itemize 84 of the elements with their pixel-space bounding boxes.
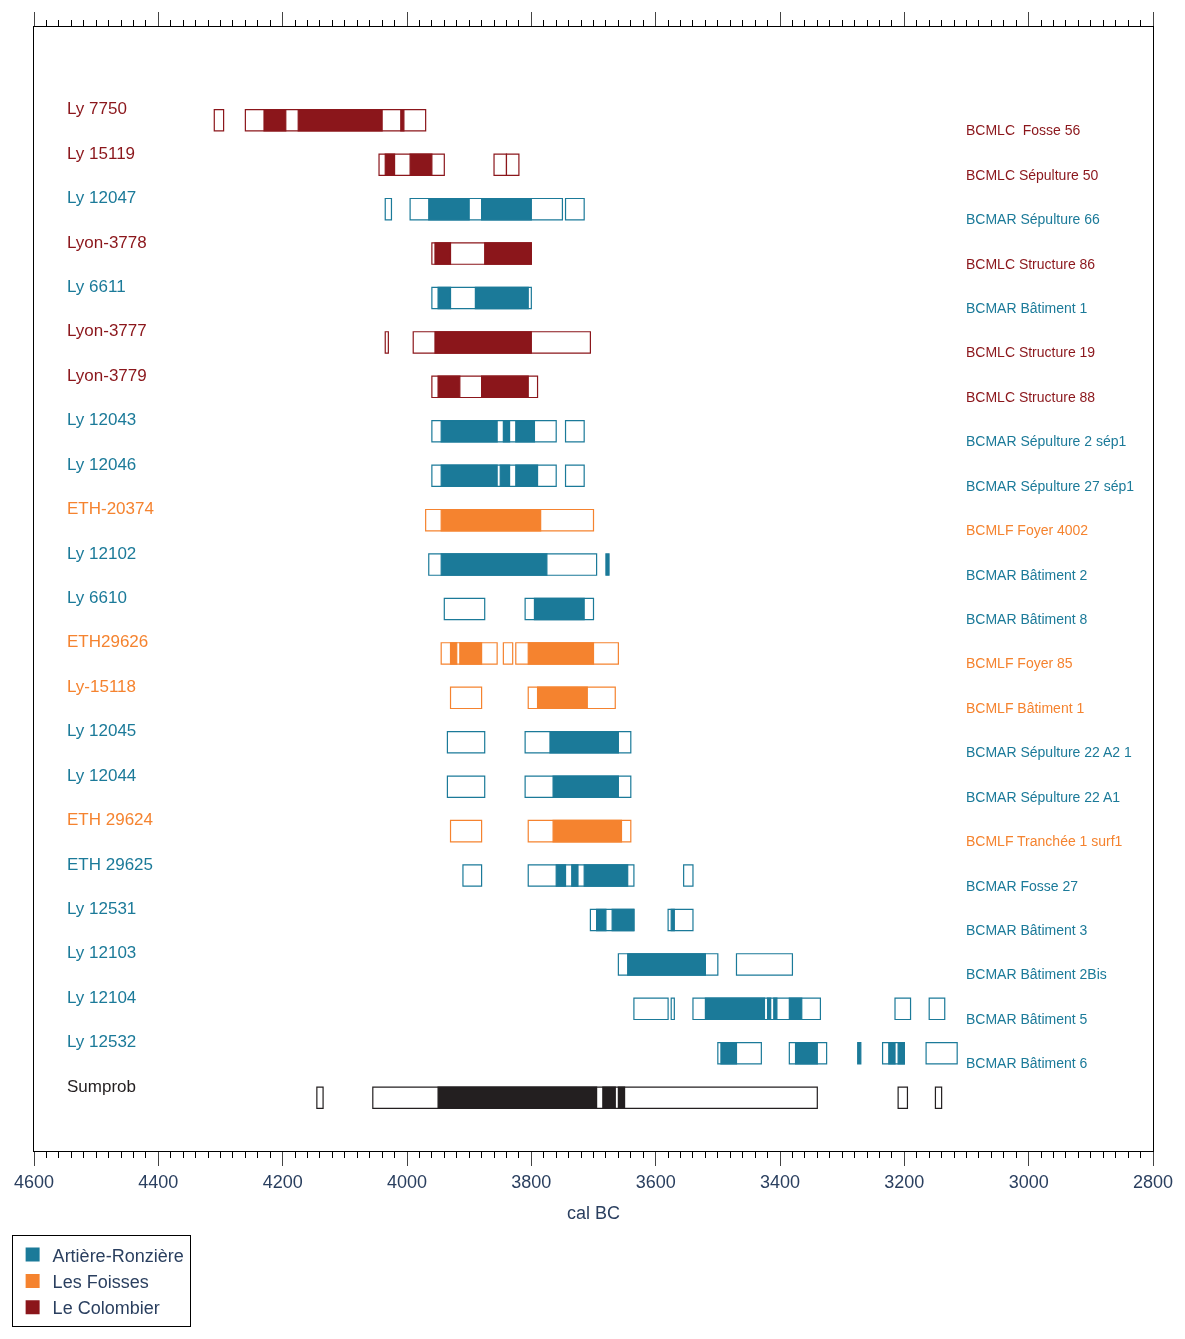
bar	[316, 1086, 324, 1109]
y-tick-label: Ly 6610	[67, 588, 127, 607]
x-tick-label: 4600	[13, 1171, 55, 1192]
bar	[446, 775, 486, 798]
y-tick-label: Ly 6611	[67, 277, 126, 296]
y-tick-label: Ly 12531	[67, 899, 137, 918]
y-tick-label: Ly 12044	[67, 766, 137, 785]
bar	[633, 997, 669, 1021]
y-tick-label: Ly 12045	[67, 721, 137, 740]
y-tick-label: Ly 12102	[67, 544, 137, 563]
y2-tick-label: BCMLC Structure 86	[966, 256, 1096, 272]
y2-tick-label: BCMLF Bâtiment 1	[966, 700, 1085, 716]
y2-tick-label: BCMAR Bâtiment 6	[966, 1055, 1088, 1071]
y2-tick-label: BCMLC Structure 88	[966, 389, 1096, 405]
y-tick-label: ETH-20374	[67, 499, 154, 518]
y2-tick-label: BCMAR Bâtiment 2Bis	[966, 966, 1107, 982]
y-tick-label: Sumprob	[67, 1077, 136, 1096]
bar	[564, 420, 585, 443]
bar	[384, 197, 393, 221]
y-tick-label: Ly 12103	[67, 943, 137, 962]
bar	[857, 1042, 862, 1065]
y-tick-label: Lyon-3777	[67, 321, 147, 340]
x-tick-label: 3000	[1008, 1171, 1049, 1192]
x-tick-label: 3600	[635, 1171, 676, 1192]
y2-tick-label: BCMAR Bâtiment 8	[966, 611, 1088, 627]
y-tick-label: Ly 12532	[67, 1032, 137, 1051]
y2-tick-label: BCMAR Bâtiment 1	[966, 300, 1088, 316]
x-tick-label: 3800	[511, 1171, 552, 1192]
x-tick-label: 2800	[1132, 1171, 1174, 1192]
legend-label: Les Foisses	[52, 1271, 149, 1292]
y-tick-label: Ly-15118	[67, 677, 136, 696]
bar	[735, 953, 794, 976]
y2-tick-label: BCMAR Bâtiment 2	[966, 567, 1088, 583]
y-tick-label: Ly 12047	[67, 188, 137, 207]
y2-tick-label: BCMLF Foyer 4002	[966, 522, 1089, 538]
y2-tick-label: BCMAR Sépulture 2 sép1	[966, 433, 1127, 449]
y2-tick-label: BCMLC Structure 19	[966, 344, 1096, 360]
x-axis-title: cal BC	[566, 1202, 621, 1223]
y2-tick-label: BCMAR Sépulture 22 A2 1	[966, 744, 1132, 760]
y-tick-label: Lyon-3778	[67, 233, 147, 252]
y2-tick-label: BCMAR Sépulture 66	[966, 211, 1101, 227]
y2-tick-label: BCMLC Sépulture 50	[966, 167, 1099, 183]
legend-label: Artière-Ronzière	[52, 1245, 184, 1266]
y-tick-label: Ly 7750	[67, 99, 127, 118]
y2-tick-label: BCMAR Bâtiment 3	[966, 922, 1088, 938]
bar	[925, 1042, 958, 1065]
y2-tick-label: BCMAR Fosse 27	[966, 878, 1079, 894]
bar	[213, 109, 225, 132]
bar	[449, 686, 483, 710]
y-tick-label: ETH29626	[67, 632, 149, 651]
y2-tick-label: BCMAR Sépulture 27 sép1	[966, 478, 1135, 494]
bar	[683, 864, 694, 887]
y2-tick-label: BCMLC Fosse 56	[966, 122, 1081, 138]
y-tick-label: Ly 12043	[67, 410, 137, 429]
bar	[502, 642, 514, 665]
bar	[443, 597, 486, 621]
y-tick-label: Ly 12046	[67, 455, 137, 474]
x-tick-label: 3200	[884, 1171, 925, 1192]
bar	[384, 331, 389, 354]
bar	[934, 1086, 943, 1109]
y-tick-label: Ly 15119	[67, 144, 136, 163]
y-tick-label: ETH 29625	[67, 855, 153, 874]
y-tick-label: Lyon-3779	[67, 366, 147, 385]
y2-tick-label: BCMAR Sépulture 22 A1	[966, 789, 1121, 805]
y2-tick-label: BCMLF Foyer 85	[966, 655, 1073, 671]
x-tick-label: 4200	[262, 1171, 303, 1192]
bar	[446, 731, 486, 754]
x-tick-label: 4000	[386, 1171, 428, 1192]
bar	[928, 997, 946, 1021]
bar	[462, 864, 483, 887]
bar	[605, 553, 610, 576]
y2-tick-label: BCMAR Bâtiment 5	[966, 1011, 1088, 1027]
y2-tick-label: BCMLF Tranchée 1 surf1	[966, 833, 1123, 849]
legend-label: Le Colombier	[52, 1298, 160, 1319]
y-tick-label: Ly 12104	[67, 988, 137, 1007]
bar	[897, 1086, 909, 1109]
bar	[449, 819, 483, 843]
x-tick-label: 3400	[759, 1171, 801, 1192]
x-tick-label: 4400	[138, 1171, 179, 1192]
bar	[894, 997, 912, 1021]
bar	[564, 197, 585, 221]
bar	[670, 997, 675, 1021]
y-tick-label: ETH 29624	[67, 810, 153, 829]
bar	[564, 464, 585, 487]
